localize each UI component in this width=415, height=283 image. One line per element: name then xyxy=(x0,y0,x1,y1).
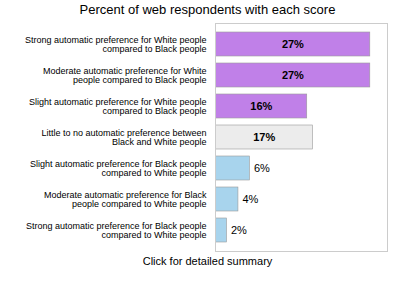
svg-text:17%: 17% xyxy=(253,131,275,143)
html-text:Click for detailed summary: Click for detailed summary xyxy=(142,255,273,267)
svg-text:Moderate automatic preference: Moderate automatic preference for Blackp… xyxy=(44,190,207,209)
svg-text:6%: 6% xyxy=(254,162,270,174)
svg-text:27%: 27% xyxy=(282,69,304,81)
svg-text:4%: 4% xyxy=(242,193,258,205)
html-text:Percent of web respondents wit: Percent of web respondents with each sco… xyxy=(79,2,336,17)
svg-text:Slight automatic preference fo: Slight automatic preference for White pe… xyxy=(29,97,207,116)
svg-text:Strong automatic preference fo: Strong automatic preference for White pe… xyxy=(25,35,207,54)
svg-text:2%: 2% xyxy=(231,224,247,236)
svg-text:Moderate automatic preference: Moderate automatic preference for Whitep… xyxy=(43,66,207,85)
svg-text:16%: 16% xyxy=(250,100,272,112)
svg-text:Little to no automatic prefere: Little to no automatic preference betwee… xyxy=(41,128,206,147)
svg-text:Strong automatic preference fo: Strong automatic preference for Black pe… xyxy=(26,221,207,240)
svg-text:Slight automatic preference fo: Slight automatic preference for Black pe… xyxy=(30,159,207,178)
svg-text:27%: 27% xyxy=(282,38,304,50)
